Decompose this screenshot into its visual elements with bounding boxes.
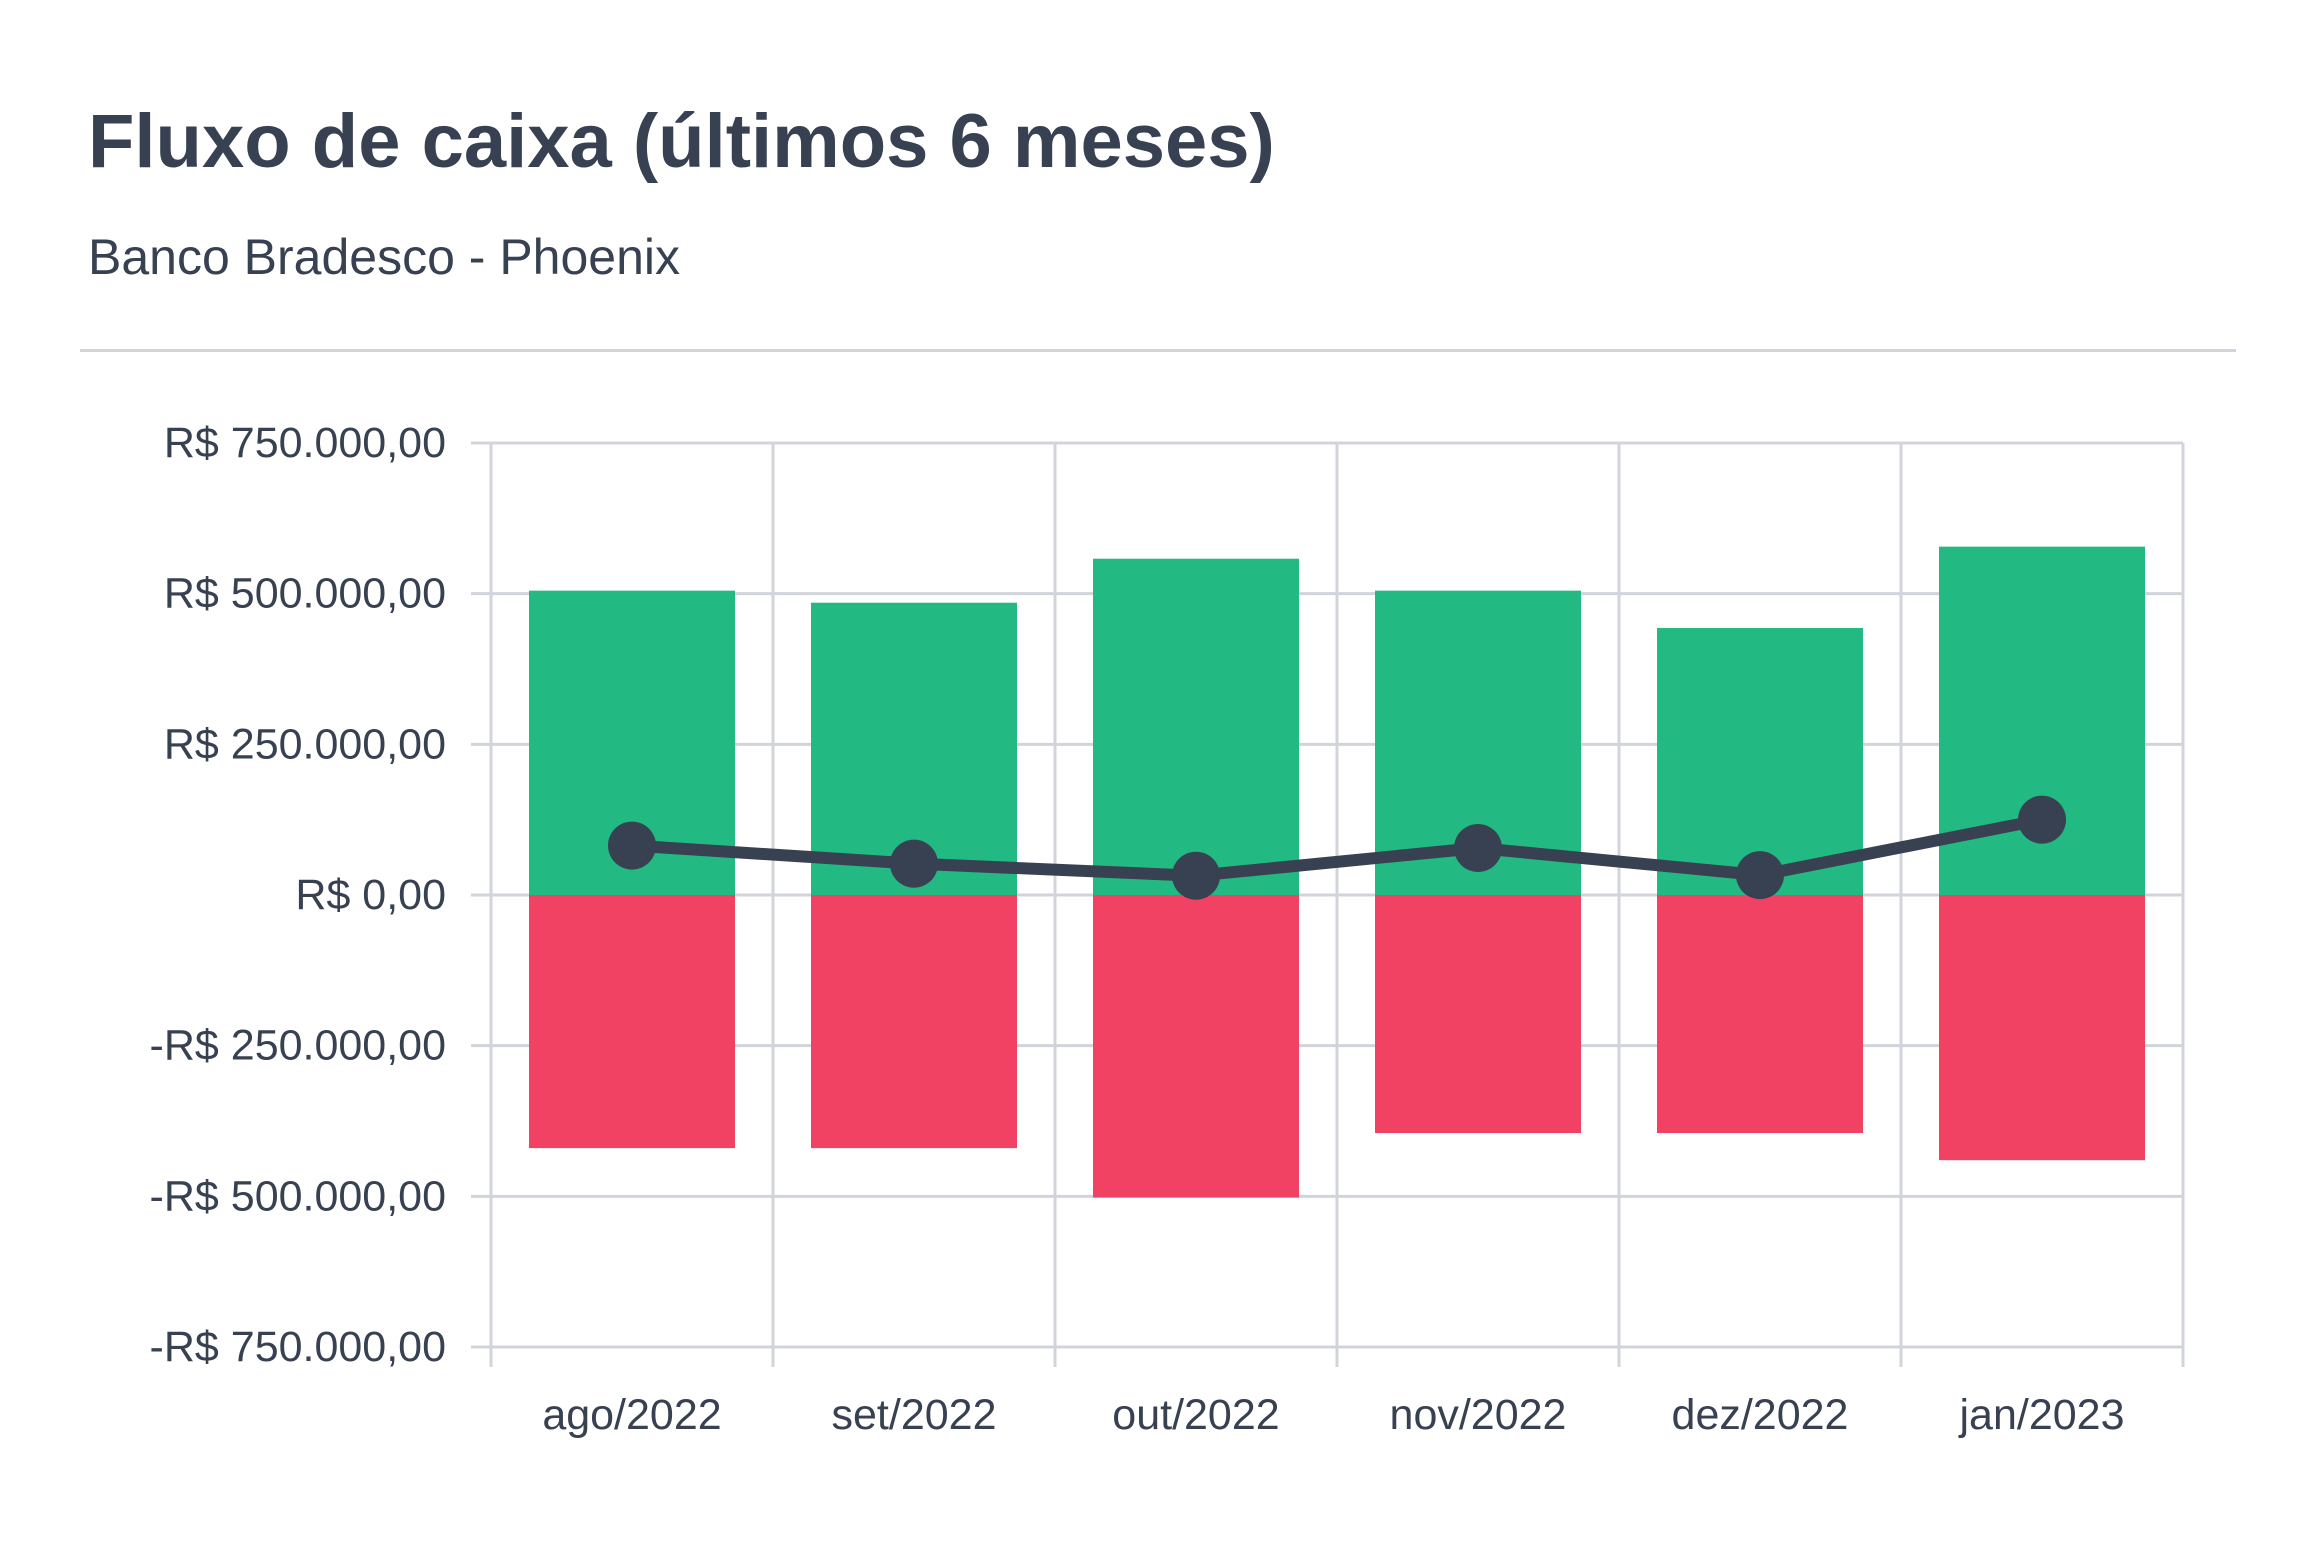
- expense-bar: [811, 895, 1017, 1149]
- grid-layer: [471, 441, 2185, 1367]
- expense-bar: [1375, 895, 1581, 1134]
- net-balance-point: [1454, 823, 1502, 872]
- chart-header: Fluxo de caixa (últimos 6 meses) Banco B…: [88, 99, 1275, 285]
- x-tick-label: out/2022: [1112, 1391, 1279, 1439]
- x-tick-label: ago/2022: [542, 1391, 721, 1439]
- x-tick-label: dez/2022: [1672, 1391, 1849, 1439]
- expense-bar: [1093, 895, 1299, 1198]
- y-tick-label: -R$ 750.000,00: [150, 1323, 446, 1371]
- y-tick-label: R$ 0,00: [295, 871, 446, 919]
- y-tick-label: -R$ 250.000,00: [150, 1022, 446, 1070]
- axis-labels-layer: R$ 750.000,00 R$ 500.000,00 R$ 250.000,00 R…: [150, 419, 2125, 1439]
- net-balance-point: [1736, 851, 1784, 900]
- net-balance-point: [2018, 795, 2066, 844]
- net-balance-point: [608, 821, 656, 870]
- net-balance-point: [1172, 851, 1220, 900]
- expense-bar: [1657, 895, 1863, 1134]
- expense-bar: [1939, 895, 2145, 1161]
- expense-bar: [529, 895, 735, 1149]
- net-line-layer: [608, 795, 2066, 900]
- y-tick-label: R$ 500.000,00: [164, 570, 446, 618]
- x-tick-label: set/2022: [832, 1391, 997, 1439]
- income-bar: [1093, 558, 1299, 895]
- x-tick-label: nov/2022: [1390, 1391, 1567, 1439]
- chart-subtitle: Banco Bradesco - Phoenix: [88, 229, 681, 285]
- y-tick-label: R$ 250.000,00: [164, 720, 446, 768]
- chart-title: Fluxo de caixa (últimos 6 meses): [88, 99, 1275, 184]
- net-balance-line: [626, 813, 2048, 882]
- y-tick-label: -R$ 500.000,00: [150, 1172, 446, 1220]
- y-tick-label: R$ 750.000,00: [164, 419, 446, 467]
- x-tick-label: jan/2023: [1958, 1391, 2125, 1439]
- net-balance-point: [890, 839, 938, 888]
- header-divider: [80, 349, 2236, 352]
- income-bar: [1657, 628, 1863, 895]
- bars-layer: [529, 546, 2145, 1198]
